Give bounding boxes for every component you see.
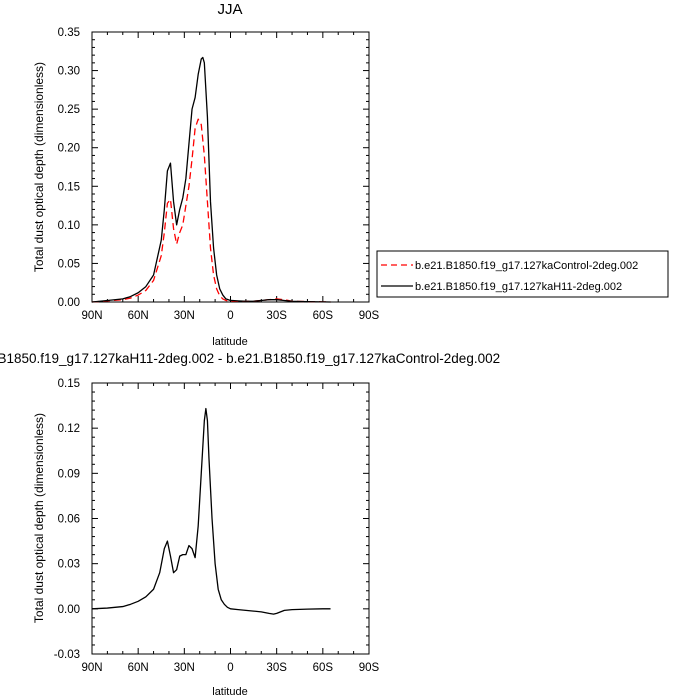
bottom-x-tick-label: 30N bbox=[174, 662, 195, 674]
top-x-tick-label: 30S bbox=[266, 310, 287, 322]
top-y-tick-label: 0.35 bbox=[58, 27, 80, 39]
legend-label-control: b.e21.B1850.f19_g17.127kaControl-2deg.00… bbox=[415, 260, 638, 272]
top-x-tick-label: 30N bbox=[174, 310, 195, 322]
top-y-tick-label: 0.00 bbox=[58, 297, 80, 309]
bottom-y-tick-label: 0.15 bbox=[58, 378, 80, 390]
bottom-series-line-1 bbox=[91, 407, 331, 615]
top-panel: JJA 90N 60N 30N 0 30S 60S 90S 0.00 0.05 0.10 0.15… bbox=[32, 1, 669, 348]
bottom-y-tick-labels: -0.03 0.00 0.03 0.06 0.09 0.12 0.15 bbox=[54, 378, 80, 661]
top-x-tick-label: 90N bbox=[81, 310, 102, 322]
bottom-tick-marks bbox=[91, 382, 370, 655]
bottom-y-axis-label: Total dust optical depth (dimensionless) bbox=[32, 413, 46, 623]
bottom-x-axis-label: latitude bbox=[212, 686, 247, 698]
top-y-tick-labels: 0.00 0.05 0.10 0.15 0.20 0.25 0.30 0.35 bbox=[58, 27, 80, 309]
bottom-plot-frame bbox=[91, 382, 370, 655]
bottom-panel: b.e21.B1850.f19_g17.127kaH11-2deg.002 - … bbox=[0, 351, 500, 698]
top-y-tick-label: 0.10 bbox=[58, 220, 80, 232]
bottom-y-tick-label: 0.12 bbox=[58, 423, 80, 435]
legend: b.e21.B1850.f19_g17.127kaControl-2deg.00… bbox=[376, 250, 669, 298]
bottom-y-tick-label: -0.03 bbox=[54, 649, 80, 661]
bottom-x-tick-label: 30S bbox=[266, 662, 287, 674]
top-x-tick-label: 60S bbox=[313, 310, 334, 322]
bottom-x-tick-label: 60S bbox=[313, 662, 334, 674]
top-tick-marks bbox=[91, 31, 370, 303]
bottom-x-tick-label: 60N bbox=[128, 662, 149, 674]
top-series-lines bbox=[91, 56, 331, 303]
top-y-tick-label: 0.30 bbox=[58, 66, 80, 78]
legend-label-h11: b.e21.B1850.f19_g17.127kaH11-2deg.002 bbox=[415, 281, 622, 293]
bottom-x-tick-label: 0 bbox=[227, 662, 233, 674]
bottom-x-tick-label: 90S bbox=[359, 662, 380, 674]
top-x-tick-label: 60N bbox=[128, 310, 149, 322]
bottom-chart-title: b.e21.B1850.f19_g17.127kaH11-2deg.002 - … bbox=[0, 351, 500, 366]
top-x-axis-label: latitude bbox=[212, 336, 247, 348]
top-x-tick-label: 0 bbox=[227, 310, 233, 322]
top-chart-title: JJA bbox=[217, 1, 242, 18]
bottom-y-tick-label: 0.03 bbox=[58, 559, 80, 571]
top-y-tick-label: 0.05 bbox=[58, 258, 80, 270]
top-x-tick-labels: 90N 60N 30N 0 30S 60S 90S bbox=[81, 310, 379, 322]
top-series-line-2 bbox=[91, 56, 331, 303]
top-series-line-1 bbox=[91, 118, 331, 303]
bottom-y-tick-label: 0.00 bbox=[58, 604, 80, 616]
top-x-tick-label: 90S bbox=[359, 310, 380, 322]
top-y-tick-label: 0.20 bbox=[58, 143, 80, 155]
top-y-tick-label: 0.15 bbox=[58, 181, 80, 193]
bottom-x-tick-labels: 90N 60N 30N 0 30S 60S 90S bbox=[81, 662, 379, 674]
legend-frame bbox=[376, 250, 669, 298]
bottom-x-tick-label: 90N bbox=[81, 662, 102, 674]
top-plot-frame bbox=[91, 31, 370, 303]
top-y-axis-label: Total dust optical depth (dimensionless) bbox=[32, 62, 46, 272]
bottom-y-tick-label: 0.06 bbox=[58, 514, 80, 526]
bottom-series-lines bbox=[91, 407, 331, 615]
top-y-tick-label: 0.25 bbox=[58, 104, 80, 116]
bottom-y-tick-label: 0.09 bbox=[58, 468, 80, 480]
